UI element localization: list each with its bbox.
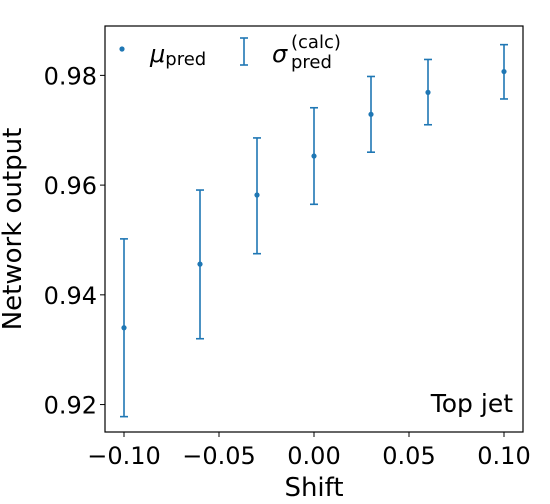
y-tick-label: 0.92 <box>44 392 97 420</box>
y-tick-label: 0.94 <box>44 282 97 310</box>
y-tick-label: 0.96 <box>44 172 97 200</box>
plot-frame <box>104 25 524 433</box>
legend-marker-point <box>119 46 125 52</box>
data-point <box>197 261 203 267</box>
data-point <box>501 68 507 75</box>
legend-entry-sigma: σ pred (calc) <box>240 32 341 73</box>
y-axis-label: Network output <box>0 128 28 331</box>
data-layer <box>120 43 508 418</box>
data-point <box>311 153 317 159</box>
legend-label-sigma: σ <box>272 40 288 68</box>
data-point <box>425 89 431 95</box>
x-axis-label: Shift <box>284 473 343 500</box>
y-tick-label: 0.98 <box>44 62 97 90</box>
plot-area-background <box>105 26 523 432</box>
legend-label-sigma-superscript: (calc) <box>291 32 341 53</box>
legend: μpred σ pred (calc) <box>119 32 341 73</box>
x-ticks: −0.10 −0.05 0.00 0.05 0.10 <box>87 432 531 470</box>
data-point <box>121 325 127 331</box>
x-tick-label: 0.00 <box>287 442 340 470</box>
legend-entry-mu: μpred <box>119 40 206 70</box>
legend-label-mu: μpred <box>149 40 206 70</box>
legend-label-sigma-subscript: pred <box>291 52 332 73</box>
x-tick-label: −0.05 <box>182 442 256 470</box>
y-ticks: 0.92 0.94 0.96 0.98 <box>44 62 105 420</box>
chart-annotation: Top jet <box>430 389 513 418</box>
data-point <box>368 111 374 117</box>
x-tick-label: −0.10 <box>87 442 161 470</box>
data-point <box>254 192 260 198</box>
x-tick-label: 0.10 <box>477 442 530 470</box>
x-tick-label: 0.05 <box>382 442 435 470</box>
